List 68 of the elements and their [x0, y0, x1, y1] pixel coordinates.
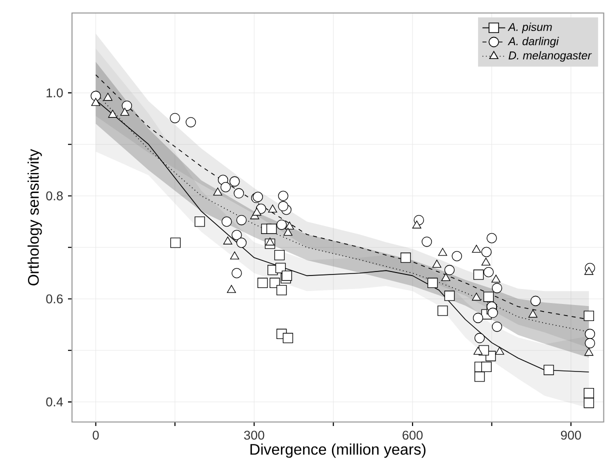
x-tick-label: 900 — [560, 430, 582, 440]
point — [441, 273, 450, 282]
y-tick-label: 1.0 — [46, 88, 63, 98]
point — [226, 284, 236, 293]
point — [444, 290, 455, 301]
x-tick-label: 600 — [402, 430, 423, 440]
point — [530, 296, 541, 306]
point — [108, 110, 118, 118]
legend-label: D. melanogaster — [508, 51, 592, 62]
point — [276, 220, 287, 230]
x-axis-title: Divergence (million years) — [250, 444, 426, 458]
x-tick-label: 300 — [244, 430, 264, 440]
point — [438, 248, 448, 256]
point — [412, 220, 422, 228]
x-tick-label: 0 — [92, 430, 99, 440]
point — [223, 236, 232, 244]
point — [472, 312, 484, 324]
y-tick-label: 0.8 — [46, 191, 63, 200]
point — [474, 332, 485, 344]
y-axis-title: Orthology sensitivity — [28, 148, 42, 286]
point — [285, 222, 294, 230]
point — [122, 100, 132, 111]
point — [266, 238, 274, 246]
point — [274, 250, 285, 260]
point — [438, 306, 448, 316]
point — [220, 182, 231, 192]
point — [488, 308, 498, 318]
point — [444, 264, 455, 276]
point — [432, 260, 442, 268]
point — [236, 214, 247, 226]
point — [282, 270, 292, 281]
point — [495, 346, 504, 355]
point — [400, 252, 411, 263]
point — [474, 346, 483, 355]
point — [236, 238, 247, 248]
point — [473, 270, 484, 280]
point — [252, 208, 262, 216]
point — [472, 244, 481, 253]
point — [483, 292, 494, 302]
point — [528, 310, 538, 318]
point — [266, 224, 277, 234]
legend-label: A. darlingi — [508, 36, 559, 48]
point — [232, 230, 242, 240]
point — [268, 204, 278, 213]
legend-label: A. pisum — [508, 22, 552, 34]
point — [584, 388, 594, 398]
point — [584, 398, 594, 408]
point — [283, 228, 292, 236]
point — [230, 252, 240, 260]
point — [472, 292, 481, 301]
point — [584, 348, 594, 356]
point — [91, 98, 100, 106]
y-tick-label: 0.4 — [46, 397, 63, 406]
point — [481, 258, 490, 266]
point — [120, 108, 130, 116]
point — [491, 274, 500, 283]
point — [222, 216, 232, 227]
point — [584, 266, 594, 275]
point — [492, 282, 502, 294]
point — [229, 176, 240, 187]
point — [427, 278, 438, 288]
point — [584, 310, 594, 322]
point — [194, 216, 205, 227]
point — [544, 364, 554, 376]
y-tick-label: 0.6 — [46, 294, 63, 304]
point — [234, 188, 244, 198]
point — [213, 188, 222, 196]
point — [103, 92, 112, 101]
